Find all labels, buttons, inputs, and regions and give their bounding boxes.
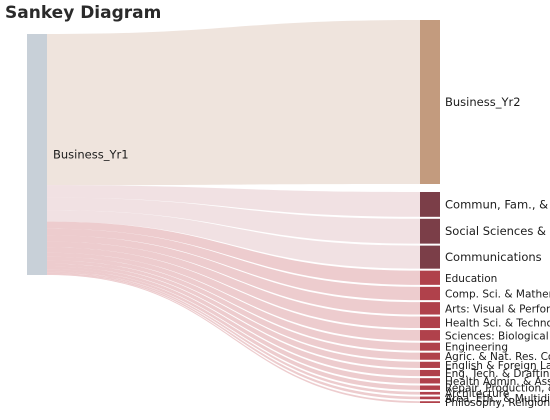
sankey-label-repair-production-constr: Repair, Production, & Constr. xyxy=(445,383,550,395)
sankey-node-education[interactable] xyxy=(420,270,440,285)
sankey-label-arts-visual-performing: Arts: Visual & Performing xyxy=(445,303,550,315)
sankey-node-repair-production-constr[interactable] xyxy=(420,385,440,390)
sankey-link-philosophy-religion-theology xyxy=(47,274,420,403)
sankey-link-agric-nat-res-conservation xyxy=(47,256,420,360)
sankey-label-english-foreign-languages: English & Foreign Languages xyxy=(445,360,550,372)
sankey-node-business-yr2[interactable] xyxy=(420,20,440,184)
sankey-node-english-foreign-languages[interactable] xyxy=(420,361,440,368)
sankey-node-architecture[interactable] xyxy=(420,391,440,395)
sankey-link-business-yr2 xyxy=(47,20,420,186)
sankey-link-commun-fam-pers-services xyxy=(47,185,420,217)
page-title: Sankey Diagram xyxy=(5,3,162,23)
sankey-link-architecture xyxy=(47,271,420,395)
sankey-link-eng-tech-drafting xyxy=(47,263,420,377)
sankey-node-philosophy-religion-theology[interactable] xyxy=(420,401,440,403)
sankey-node-communications[interactable] xyxy=(420,245,440,269)
sankey-label-health-admin-assisting: Health Admin. & Assisting xyxy=(445,376,550,388)
sankey-node-engineering[interactable] xyxy=(420,342,440,351)
sankey-link-education xyxy=(47,221,420,285)
sankey-label-communications: Communications xyxy=(445,250,542,264)
sankey-label-social-sciences-history: Social Sciences & History xyxy=(445,224,550,238)
sankey-label-education: Education xyxy=(445,273,497,285)
sankey-link-engineering xyxy=(47,252,420,351)
sankey-label-business-yr1: Business_Yr1 xyxy=(53,148,129,162)
sankey-label-area-eth-multidisciplinary-studies: Area, Eth., & Multidisciplinary Studies xyxy=(445,393,550,405)
sankey-link-social-sciences-history xyxy=(47,197,420,244)
sankey-link-area-eth-multidisciplinary-studies xyxy=(47,272,420,400)
sankey-node-sciences-biological-physical[interactable] xyxy=(420,330,440,341)
sankey-link-sciences-biological-physical xyxy=(47,247,420,341)
sankey-node-agric-nat-res-conservation[interactable] xyxy=(420,352,440,360)
sankey-labels: Business_Yr1 Business_Yr2 Commun, Fam., & … xyxy=(53,95,550,409)
sankey-nodes xyxy=(27,20,440,403)
sankey-label-commun-fam-pers-services: Commun, Fam., & Pers. Services xyxy=(445,197,550,211)
sankey-node-eng-tech-drafting[interactable] xyxy=(420,369,440,377)
sankey-node-commun-fam-pers-services[interactable] xyxy=(420,192,440,217)
sankey-label-business-yr2: Business_Yr2 xyxy=(445,95,521,109)
sankey-link-comp-sci-mathematics xyxy=(47,228,420,301)
sankey-link-repair-production-constr xyxy=(47,269,420,390)
sankey-link-arts-visual-performing xyxy=(47,235,420,315)
sankey-node-health-sci-technologies[interactable] xyxy=(420,316,440,329)
sankey-label-health-sci-technologies: Health Sci. & Technologies xyxy=(445,317,550,329)
sankey-label-philosophy-religion-theology: Philosophy, Religion, & Theology xyxy=(445,397,550,409)
sankey-node-arts-visual-performing[interactable] xyxy=(420,302,440,315)
sankey-label-eng-tech-drafting: Eng. Tech. & Drafting xyxy=(445,368,550,380)
sankey-label-engineering: Engineering xyxy=(445,342,508,354)
sankey-label-sciences-biological-physical: Sciences: Biological & Physical xyxy=(445,330,550,342)
sankey-link-english-foreign-languages xyxy=(47,260,420,368)
sankey-node-comp-sci-mathematics[interactable] xyxy=(420,286,440,301)
sankey-node-health-admin-assisting[interactable] xyxy=(420,378,440,384)
sankey-node-social-sciences-history[interactable] xyxy=(420,218,440,244)
sankey-link-health-admin-assisting xyxy=(47,266,420,384)
sankey-label-agric-nat-res-conservation: Agric. & Nat. Res. Conservation xyxy=(445,351,550,363)
sankey-link-health-sci-technologies xyxy=(47,241,420,329)
sankey-label-architecture: Architecture xyxy=(445,388,509,400)
sankey-link-communications xyxy=(47,210,420,269)
sankey-links xyxy=(47,20,420,403)
sankey-node-business-yr1[interactable] xyxy=(27,34,47,275)
sankey-label-comp-sci-mathematics: Comp. Sci. & Mathematics xyxy=(445,288,550,300)
sankey-node-area-eth-multidisciplinary-studies[interactable] xyxy=(420,396,440,400)
